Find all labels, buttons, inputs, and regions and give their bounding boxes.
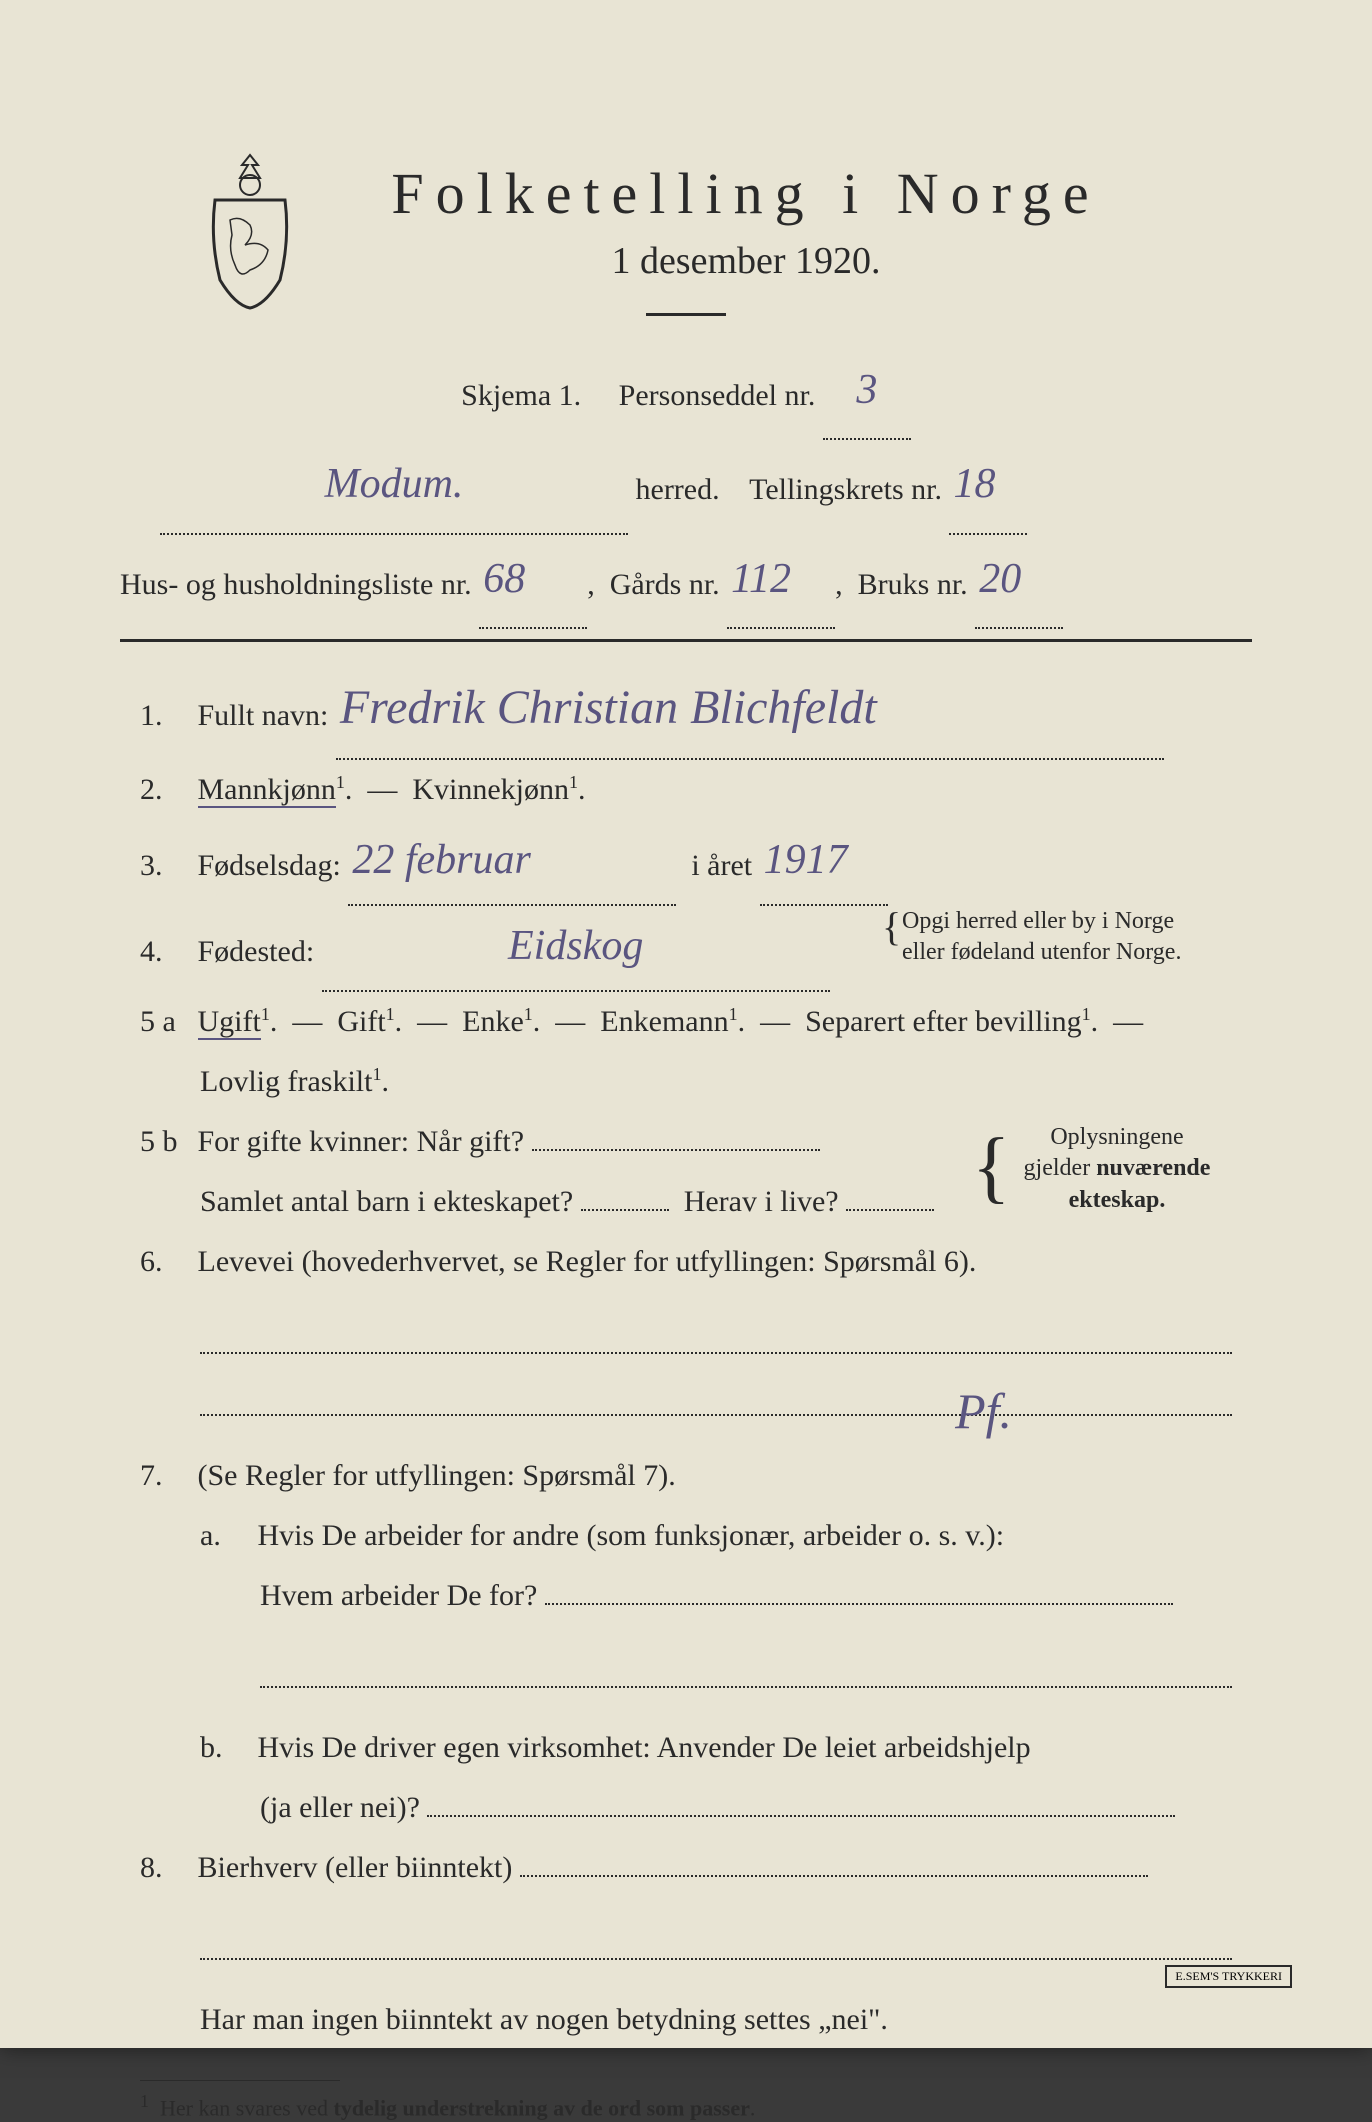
form-subtitle: 1 desember 1920. — [200, 239, 1292, 283]
bruks-label: Bruks nr. — [858, 568, 968, 601]
q7a-num: a. — [200, 1506, 250, 1566]
q4: 4. Fødested: Eidskog { Opgi herred eller… — [140, 906, 1232, 992]
q7b-label1: Hvis De driver egen virksomhet: Anvender… — [258, 1731, 1031, 1764]
q8-note: Har man ingen biinntekt av nogen betydni… — [200, 1990, 1232, 2050]
q5a-gift: Gift — [337, 1005, 385, 1038]
footnote: 1 Her kan svares ved tydelig understrekn… — [140, 2091, 1232, 2121]
q7a-label2: Hvem arbeider De for? — [260, 1579, 537, 1612]
q3-year-label: i året — [691, 849, 752, 882]
crest-svg — [190, 150, 310, 310]
q5b-label3: Herav i live? — [684, 1185, 839, 1218]
q5a-enke: Enke — [462, 1005, 524, 1038]
q5b-label1: For gifte kvinner: Når gift? — [198, 1125, 525, 1158]
form-title: Folketelling i Norge — [200, 160, 1292, 227]
herred-value: Modum. — [325, 461, 464, 507]
q1-label: Fullt navn: — [198, 699, 329, 732]
q2-num: 2. — [140, 760, 190, 820]
q7b: b. Hvis De driver egen virksomhet: Anven… — [140, 1718, 1232, 1778]
tellingskrets-nr: 18 — [953, 461, 995, 507]
header-divider — [646, 313, 726, 316]
gards-nr: 112 — [731, 556, 791, 602]
q5a-num: 5 a — [140, 992, 190, 1052]
gards-label: Gårds nr. — [610, 568, 720, 601]
q5b: 5 b For gifte kvinner: Når gift? { Oplys… — [140, 1112, 1232, 1172]
q7-num: 7. — [140, 1446, 190, 1506]
hus-line: Hus- og husholdningsliste nr. 68, Gårds … — [120, 535, 1252, 629]
q7b-num: b. — [200, 1718, 250, 1778]
q8-num: 8. — [140, 1838, 190, 1898]
q8-blank — [200, 1928, 1232, 1960]
tellingskrets-label: Tellingskrets nr. — [749, 473, 942, 506]
q3-day: 22 februar — [352, 837, 531, 883]
q6-blank2: Pf. — [200, 1384, 1232, 1416]
skjema-line: Skjema 1. Personseddel nr. 3 — [120, 346, 1252, 440]
q5b-cont: Samlet antal barn i ekteskapet? Herav i … — [200, 1172, 1232, 1232]
header-rule — [120, 639, 1252, 642]
norway-crest-icon — [190, 150, 310, 310]
q6-num: 6. — [140, 1232, 190, 1292]
q3: 3. Fødselsdag: 22 februar i året 1917 — [140, 820, 1232, 906]
personseddel-nr: 3 — [856, 367, 877, 413]
q8: 8. Bierhverv (eller biinntekt) — [140, 1838, 1232, 1898]
printer-stamp: E.SEM'S TRYKKERI — [1165, 1965, 1292, 1988]
q2: 2. Mannkjønn1. — Kvinnekjønn1. — [140, 760, 1232, 820]
q7a-label1: Hvis De arbeider for andre (som funksjon… — [258, 1519, 1005, 1552]
q7a: a. Hvis De arbeider for andre (som funks… — [140, 1506, 1232, 1566]
q6-blank1 — [200, 1322, 1232, 1354]
q2-mann: Mannkjønn — [198, 773, 336, 808]
q4-num: 4. — [140, 922, 190, 982]
q5b-note1: Oplysningene — [1050, 1124, 1183, 1150]
q4-note1: Opgi herred eller by i Norge — [902, 908, 1174, 934]
hus-label: Hus- og husholdningsliste nr. — [120, 568, 472, 601]
bruks-nr: 20 — [979, 556, 1021, 602]
q7b-cont: (ja eller nei)? — [260, 1778, 1232, 1838]
q3-year: 1917 — [764, 837, 848, 883]
q7-label: (Se Regler for utfyllingen: Spørsmål 7). — [198, 1459, 676, 1492]
q2-kvinne: Kvinnekjønn — [412, 773, 569, 806]
q7a-blank — [260, 1656, 1232, 1688]
q5a-enkemann: Enkemann — [600, 1005, 728, 1038]
form-header: Folketelling i Norge 1 desember 1920. — [80, 160, 1292, 316]
q4-label: Fødested: — [198, 935, 315, 968]
q6-value: Pf. — [955, 1383, 1012, 1439]
q8-label: Bierhverv (eller biinntekt) — [198, 1851, 513, 1884]
q1-num: 1. — [140, 686, 190, 746]
q5a-cont: Lovlig fraskilt1. — [200, 1052, 1232, 1112]
q1: 1. Fullt navn: Fredrik Christian Blichfe… — [140, 662, 1232, 760]
q6: 6. Levevei (hovederhvervet, se Regler fo… — [140, 1232, 1232, 1292]
q7b-label2: (ja eller nei)? — [260, 1791, 420, 1824]
q3-num: 3. — [140, 836, 190, 896]
q4-value: Eidskog — [508, 923, 643, 969]
q6-label: Levevei (hovederhvervet, se Regler for u… — [198, 1245, 977, 1278]
q7: 7. (Se Regler for utfyllingen: Spørsmål … — [140, 1446, 1232, 1506]
q5b-label2: Samlet antal barn i ekteskapet? — [200, 1185, 573, 1218]
census-form-page: Folketelling i Norge 1 desember 1920. Sk… — [0, 0, 1372, 2048]
q1-value: Fredrik Christian Blichfeldt — [340, 681, 877, 734]
herred-line: Modum. herred. Tellingskrets nr. 18 — [160, 440, 1252, 534]
q3-label: Fødselsdag: — [198, 849, 341, 882]
herred-label: herred. — [636, 473, 720, 506]
q5a-fraskilt: Lovlig fraskilt — [200, 1065, 372, 1098]
footnote-rule — [140, 2080, 340, 2081]
q5a-ugift: Ugift — [198, 1005, 261, 1040]
q4-note2: eller fødeland utenfor Norge. — [902, 939, 1181, 965]
hus-nr: 68 — [483, 556, 525, 602]
footnote-text: Her kan svares ved tydelig understreknin… — [160, 2096, 755, 2121]
personseddel-label: Personseddel nr. — [619, 379, 816, 412]
skjema-label: Skjema 1. — [461, 379, 581, 412]
q7a-cont: Hvem arbeider De for? — [260, 1566, 1232, 1626]
q5b-num: 5 b — [140, 1112, 190, 1172]
q5a: 5 a Ugift1. — Gift1. — Enke1. — Enkemann… — [140, 992, 1232, 1052]
q5a-separert: Separert efter bevilling — [805, 1005, 1082, 1038]
